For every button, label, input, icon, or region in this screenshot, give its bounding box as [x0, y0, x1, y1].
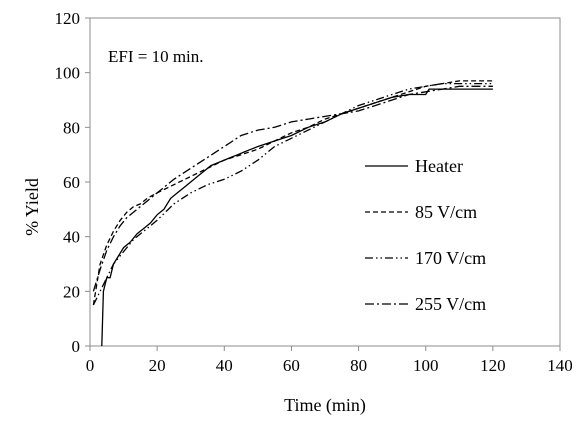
x-tick-label: 60	[283, 356, 300, 375]
series-line-4	[92, 85, 493, 292]
axes	[89, 17, 561, 347]
y-tick-label: 60	[63, 173, 80, 192]
legend-label-3: 170 V/cm	[415, 248, 486, 268]
chart-annotation: EFI = 10 min.	[108, 47, 204, 66]
x-tick-label: 140	[547, 356, 573, 375]
legend-label-4: 255 V/cm	[415, 294, 486, 314]
y-tick-label: 100	[55, 64, 81, 83]
x-tick-label: 100	[413, 356, 439, 375]
tick-marks: 0 20 40 60 80 100 120 140 0 20 40 60 80 100 120	[55, 9, 573, 375]
y-tick-label: 20	[63, 282, 80, 301]
legend-label-1: Heater	[415, 156, 463, 176]
y-tick-label: 40	[63, 228, 80, 247]
x-tick-label: 80	[350, 356, 367, 375]
legend-label-2: 85 V/cm	[415, 202, 477, 222]
y-axis-title: % Yield	[22, 178, 42, 236]
plot-frame	[89, 17, 561, 347]
legend: Heater 85 V/cm 170 V/cm 255 V/cm	[365, 156, 486, 314]
y-tick-label: 80	[63, 118, 80, 137]
x-axis-title: Time (min)	[284, 395, 366, 416]
x-tick-label: 120	[480, 356, 506, 375]
series-line-2	[92, 80, 493, 306]
x-tick-label: 40	[216, 356, 233, 375]
x-tick-label: 20	[149, 356, 166, 375]
series-line-3	[92, 82, 493, 306]
y-tick-label: 120	[55, 9, 81, 28]
x-tick-label: 0	[86, 356, 95, 375]
series-lines	[92, 80, 493, 347]
y-tick-label: 0	[72, 337, 81, 356]
